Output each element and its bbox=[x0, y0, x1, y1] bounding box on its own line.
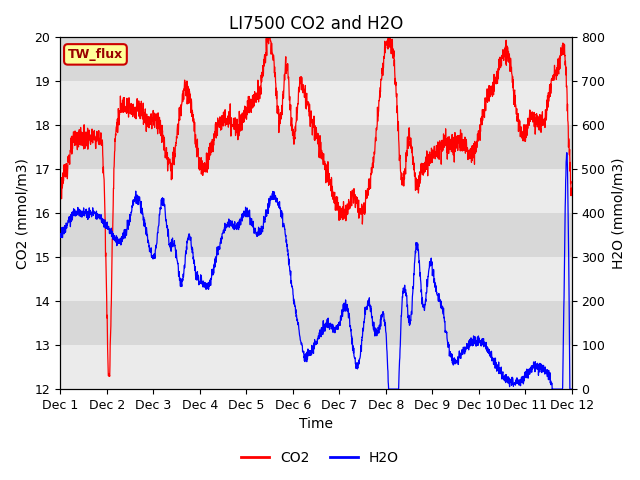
Y-axis label: H2O (mmol/m3): H2O (mmol/m3) bbox=[611, 157, 625, 269]
Bar bbox=[60, 213, 572, 257]
Y-axis label: CO2 (mmol/m3): CO2 (mmol/m3) bbox=[15, 158, 29, 269]
Bar bbox=[60, 125, 572, 169]
Bar bbox=[60, 257, 572, 301]
Bar bbox=[60, 37, 572, 81]
Text: TW_flux: TW_flux bbox=[68, 48, 123, 61]
Bar bbox=[60, 345, 572, 389]
Legend: CO2, H2O: CO2, H2O bbox=[236, 445, 404, 471]
Bar bbox=[60, 169, 572, 213]
Bar bbox=[60, 301, 572, 345]
X-axis label: Time: Time bbox=[299, 418, 333, 432]
Title: LI7500 CO2 and H2O: LI7500 CO2 and H2O bbox=[229, 15, 403, 33]
Bar bbox=[60, 81, 572, 125]
